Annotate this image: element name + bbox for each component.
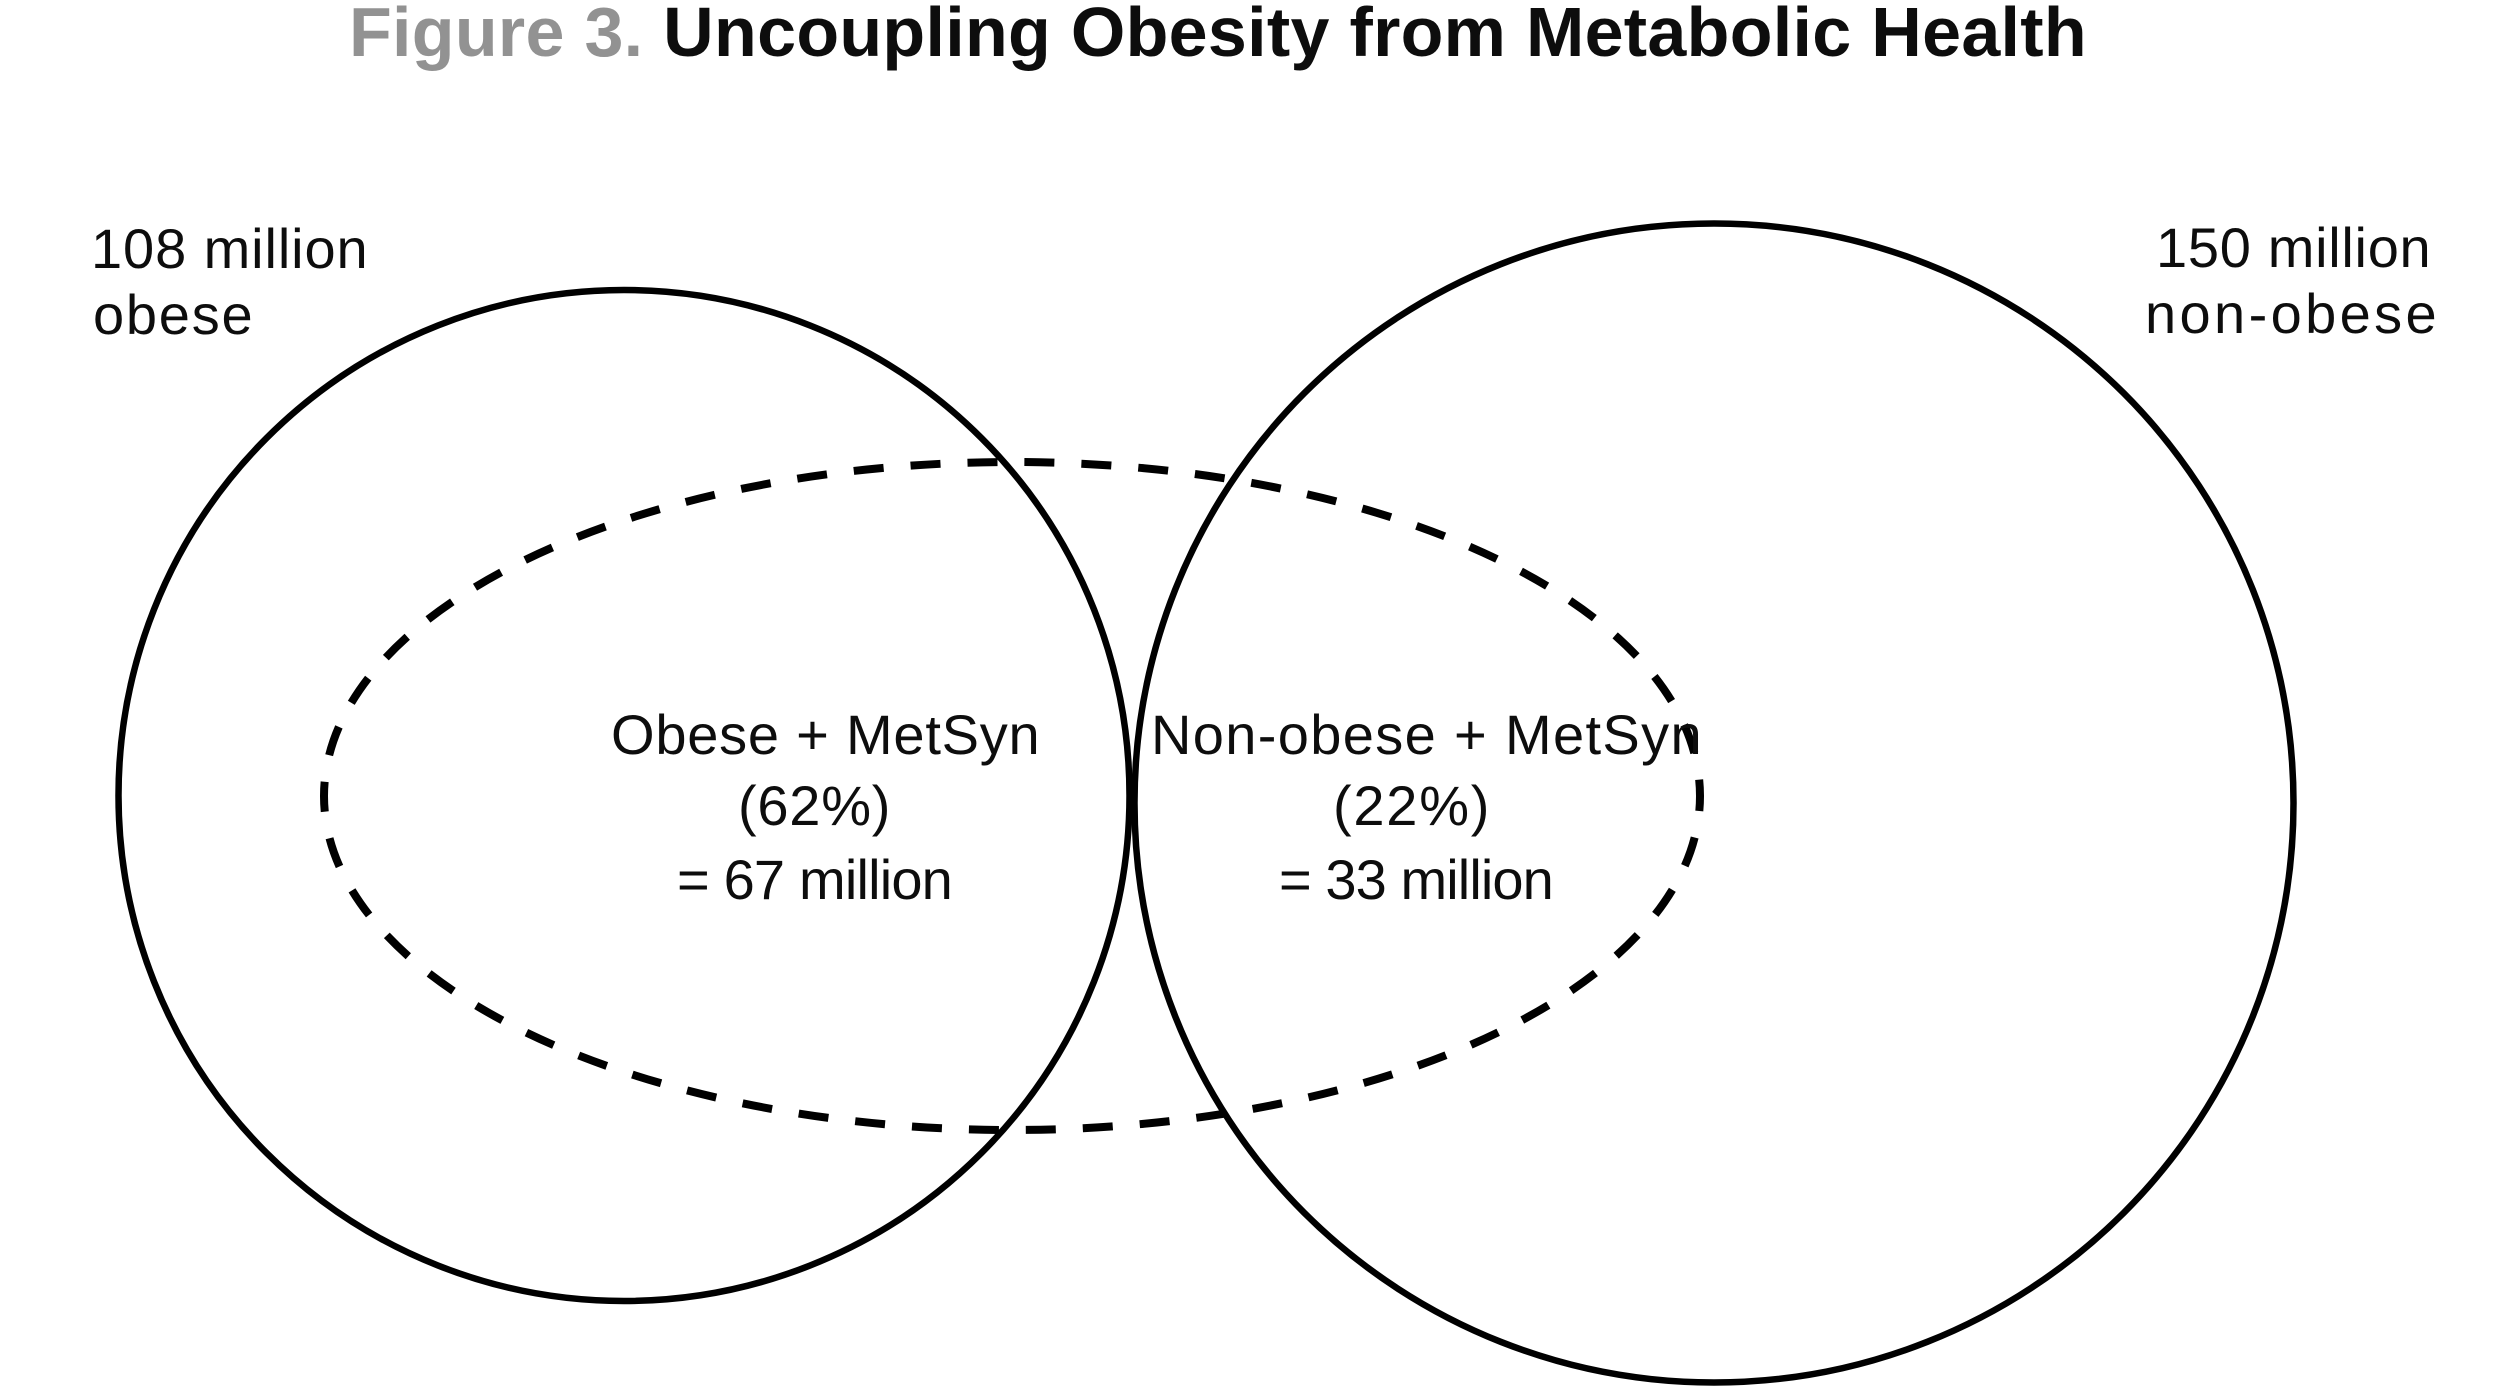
svg-text:108 million: 108 million [91,217,368,280]
svg-text:Figure 3. Uncoupling Obesity f: Figure 3. Uncoupling Obesity from Metabo… [349,0,2087,71]
svg-text:= 67 million: = 67 million [677,848,953,911]
svg-text:(22%): (22%) [1333,774,1489,837]
svg-text:Non-obese + MetSyn: Non-obese + MetSyn [1151,703,1702,766]
svg-text:= 33 million: = 33 million [1279,848,1554,911]
svg-text:obese: obese [93,283,253,346]
svg-text:Obese + MetSyn: Obese + MetSyn [611,703,1040,766]
svg-text:non-obese: non-obese [2145,282,2437,345]
svg-text:(62%): (62%) [738,774,890,837]
svg-text:150 million: 150 million [2156,216,2431,279]
